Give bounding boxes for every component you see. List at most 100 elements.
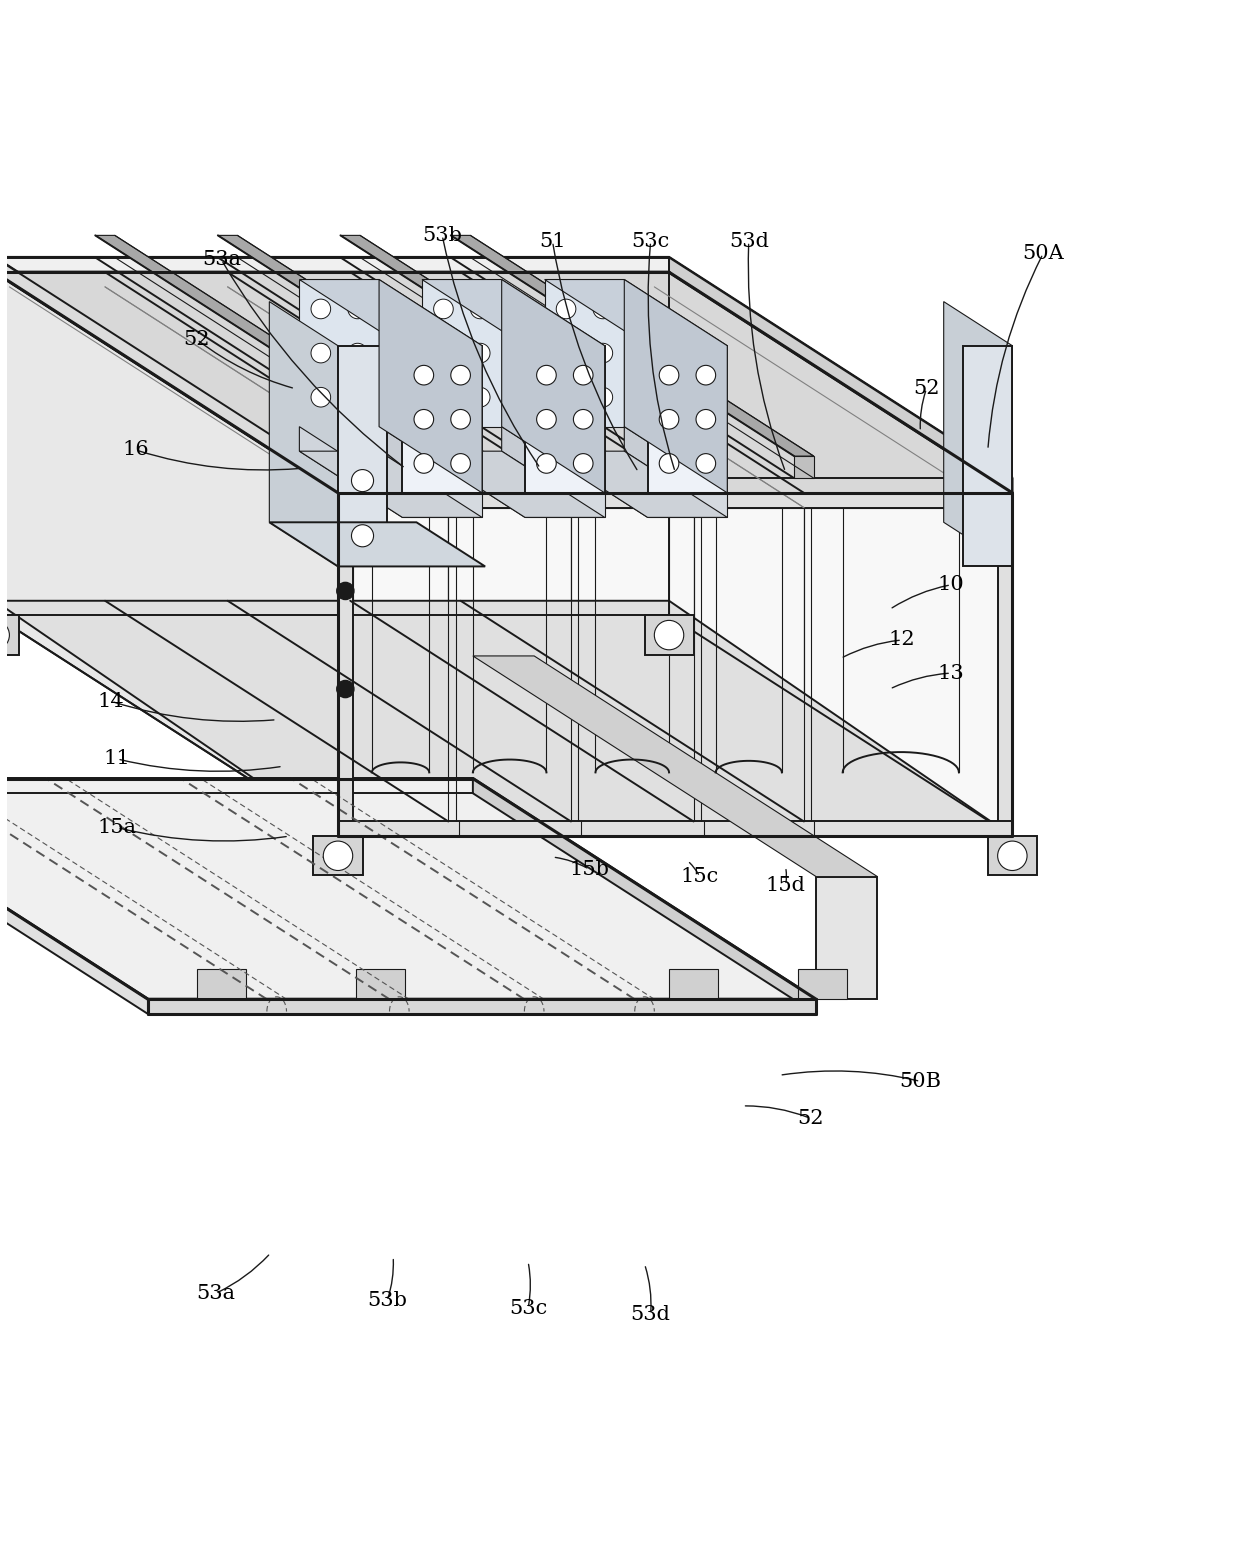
- Polygon shape: [0, 615, 19, 654]
- Polygon shape: [670, 258, 1012, 494]
- Text: 14: 14: [98, 692, 124, 711]
- Circle shape: [655, 620, 683, 650]
- Polygon shape: [422, 280, 605, 345]
- Polygon shape: [299, 426, 402, 517]
- Polygon shape: [0, 272, 339, 836]
- Polygon shape: [693, 508, 804, 822]
- Polygon shape: [624, 426, 728, 517]
- Polygon shape: [544, 280, 624, 426]
- Text: 52: 52: [184, 330, 211, 348]
- Polygon shape: [525, 345, 605, 494]
- Circle shape: [573, 366, 593, 384]
- Polygon shape: [816, 876, 878, 1000]
- Circle shape: [470, 344, 490, 362]
- Text: 52: 52: [914, 380, 940, 398]
- Circle shape: [537, 453, 557, 473]
- Polygon shape: [148, 1000, 816, 1014]
- Circle shape: [696, 453, 715, 473]
- Circle shape: [593, 300, 613, 319]
- Polygon shape: [0, 272, 670, 615]
- Polygon shape: [944, 301, 1012, 567]
- Polygon shape: [804, 508, 998, 822]
- Circle shape: [573, 453, 593, 473]
- Polygon shape: [645, 615, 693, 654]
- Circle shape: [414, 453, 434, 473]
- Polygon shape: [0, 258, 1012, 478]
- Circle shape: [351, 470, 373, 492]
- Polygon shape: [269, 301, 339, 567]
- Text: 11: 11: [104, 750, 130, 769]
- Polygon shape: [502, 426, 605, 517]
- Polygon shape: [422, 426, 525, 517]
- Polygon shape: [402, 345, 482, 494]
- Polygon shape: [339, 494, 1012, 508]
- Text: 51: 51: [539, 233, 565, 251]
- Polygon shape: [379, 280, 482, 494]
- Polygon shape: [449, 508, 570, 822]
- Circle shape: [660, 366, 678, 384]
- Circle shape: [434, 387, 454, 408]
- Text: 13: 13: [937, 664, 965, 683]
- Text: 52: 52: [797, 1109, 823, 1128]
- Polygon shape: [0, 258, 339, 494]
- Text: 53a: 53a: [202, 250, 241, 269]
- Polygon shape: [356, 968, 405, 1000]
- Polygon shape: [299, 280, 482, 345]
- Circle shape: [573, 409, 593, 430]
- Polygon shape: [299, 280, 379, 426]
- Circle shape: [311, 300, 331, 319]
- Polygon shape: [422, 451, 605, 517]
- Circle shape: [337, 583, 353, 600]
- Polygon shape: [570, 508, 693, 822]
- Polygon shape: [525, 494, 605, 517]
- Polygon shape: [544, 451, 728, 517]
- Circle shape: [347, 344, 367, 362]
- Polygon shape: [963, 345, 1012, 567]
- Polygon shape: [472, 778, 816, 1014]
- Circle shape: [660, 409, 678, 430]
- Circle shape: [414, 366, 434, 384]
- Polygon shape: [197, 968, 246, 1000]
- Circle shape: [311, 387, 331, 408]
- Polygon shape: [0, 258, 339, 494]
- Polygon shape: [299, 451, 482, 517]
- Polygon shape: [451, 236, 813, 456]
- Circle shape: [311, 344, 331, 362]
- Polygon shape: [647, 494, 728, 517]
- Polygon shape: [988, 836, 1037, 875]
- Polygon shape: [0, 272, 1012, 494]
- Circle shape: [470, 387, 490, 408]
- Polygon shape: [794, 456, 813, 478]
- Circle shape: [660, 453, 678, 473]
- Text: 10: 10: [937, 575, 965, 594]
- Circle shape: [451, 453, 470, 473]
- Circle shape: [351, 525, 373, 547]
- Polygon shape: [670, 968, 718, 1000]
- Circle shape: [324, 840, 352, 870]
- Circle shape: [557, 300, 575, 319]
- Polygon shape: [439, 456, 458, 478]
- Polygon shape: [341, 236, 703, 456]
- Text: 53c: 53c: [631, 233, 670, 251]
- Circle shape: [347, 387, 367, 408]
- Text: 15d: 15d: [765, 876, 806, 895]
- Text: 53c: 53c: [508, 1298, 547, 1318]
- Polygon shape: [379, 426, 482, 517]
- Circle shape: [696, 409, 715, 430]
- Polygon shape: [683, 456, 703, 478]
- Circle shape: [414, 409, 434, 430]
- Polygon shape: [218, 236, 580, 456]
- Circle shape: [537, 409, 557, 430]
- Circle shape: [451, 366, 470, 384]
- Text: 12: 12: [889, 631, 915, 650]
- Polygon shape: [624, 280, 728, 494]
- Text: 50A: 50A: [1022, 244, 1064, 264]
- Polygon shape: [339, 822, 1012, 836]
- Circle shape: [0, 620, 10, 650]
- Polygon shape: [797, 968, 847, 1000]
- Circle shape: [347, 300, 367, 319]
- Text: 53a: 53a: [196, 1284, 234, 1303]
- Text: 15a: 15a: [98, 818, 136, 837]
- Circle shape: [470, 300, 490, 319]
- Polygon shape: [0, 778, 816, 1000]
